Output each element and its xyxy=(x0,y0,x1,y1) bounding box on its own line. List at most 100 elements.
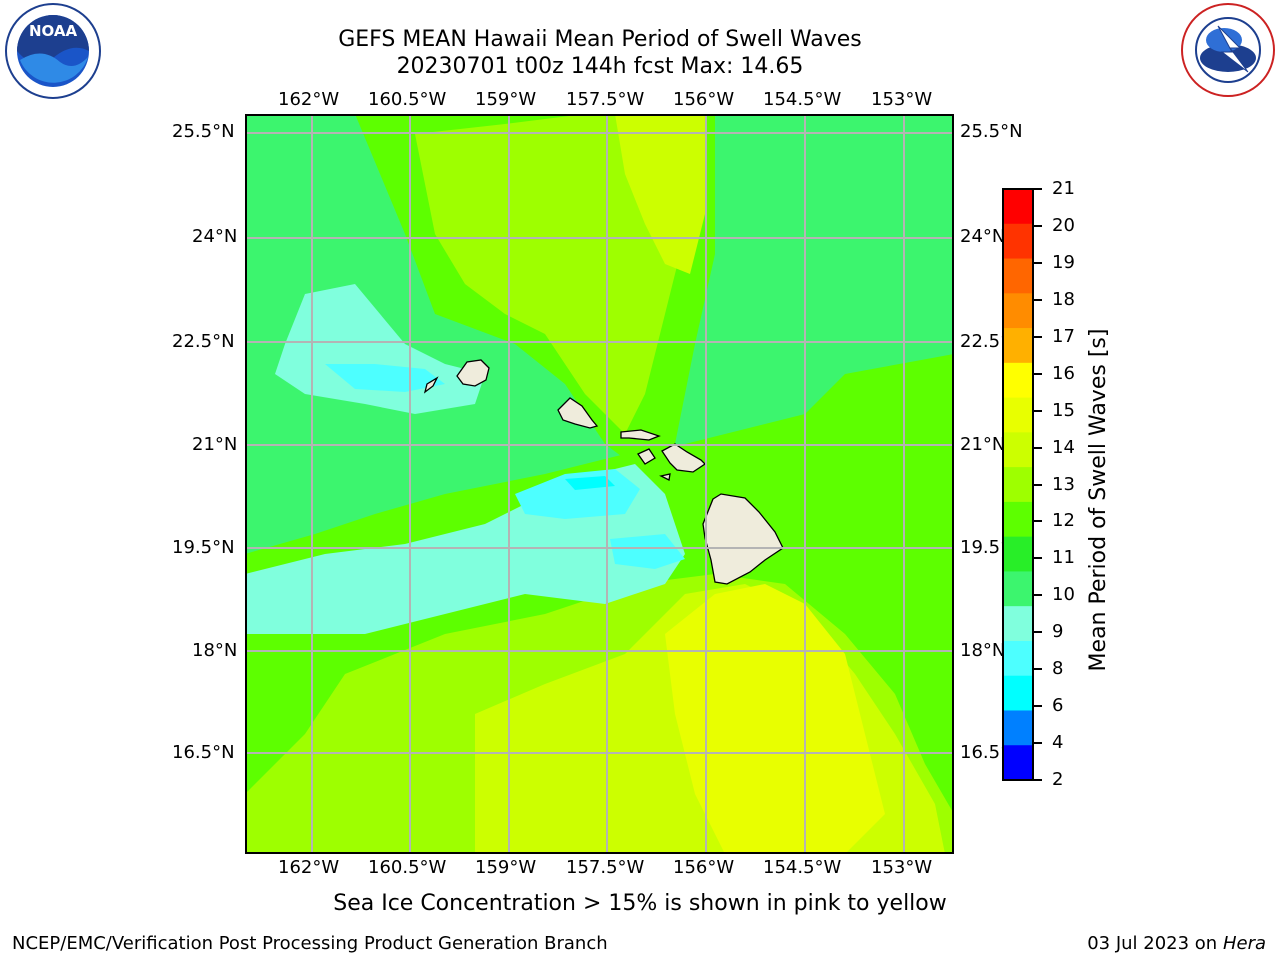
colorbar-tick-mark xyxy=(1034,779,1042,781)
lat-label-left: 24°N xyxy=(192,226,238,247)
lat-label-left: 21°N xyxy=(192,434,238,455)
colorbar-swatch xyxy=(1003,640,1033,677)
colorbar-tick-label: 21 xyxy=(1052,178,1075,199)
nws-logo xyxy=(1181,3,1275,97)
colorbar-tick-mark xyxy=(1034,742,1042,745)
colorbar-tick-label: 15 xyxy=(1052,399,1075,421)
map-frame xyxy=(245,114,954,854)
lon-label-top: 162°W xyxy=(278,89,340,110)
colorbar-tick-mark xyxy=(1034,594,1042,597)
footer-branch: NCEP/EMC/Verification Post Processing Pr… xyxy=(12,933,608,954)
lon-label-bottom: 156°W xyxy=(673,857,735,878)
colorbar-tick-mark xyxy=(1034,705,1042,708)
colorbar-swatch xyxy=(1003,432,1033,468)
footer-machine: Hera xyxy=(1222,933,1266,954)
chart-subtitle: 20230701 t00z 144h fcst Max: 14.65 xyxy=(396,54,804,79)
noaa-logo-text: NOAA xyxy=(29,22,78,40)
colorbar-tick-label: 20 xyxy=(1052,214,1075,236)
island-molokai xyxy=(620,429,661,441)
colorbar-swatch xyxy=(1003,745,1033,781)
sea-ice-note: Sea Ice Concentration > 15% is shown in … xyxy=(333,891,947,916)
colorbar-tick-label: 16 xyxy=(1052,362,1075,384)
field-13-14s-north xyxy=(615,114,705,274)
colorbar-tick-label: 13 xyxy=(1052,473,1075,495)
lon-label-bottom: 154.5°W xyxy=(763,857,842,878)
lat-label-right: 18°N xyxy=(960,640,1006,661)
colorbar-tick-label: 17 xyxy=(1052,325,1075,347)
colorbar-tick-label: 19 xyxy=(1052,251,1075,273)
lon-label-top: 157.5°W xyxy=(566,89,645,110)
colorbar-label-holder: Mean Period of Swell Waves [s] xyxy=(1084,329,1114,672)
colorbar-tick-mark xyxy=(1034,188,1042,190)
lon-label-top: 160.5°W xyxy=(368,89,447,110)
lat-label-right: 24°N xyxy=(960,226,1006,247)
colorbar-swatch xyxy=(1003,223,1033,260)
colorbar-swatch xyxy=(1003,536,1033,572)
island-niihau xyxy=(423,376,439,394)
field-12-13s-north xyxy=(415,114,685,434)
colorbar-tick-label: 18 xyxy=(1052,288,1075,310)
colorbar-tick-mark xyxy=(1034,557,1042,560)
footer-date: 03 Jul 2023 on Hera xyxy=(1087,933,1266,954)
colorbar-tick-mark xyxy=(1034,372,1042,375)
colorbar-tick-label: 8 xyxy=(1052,658,1064,680)
lat-label-left: 19.5°N xyxy=(172,537,235,558)
lat-label-left: 16.5°N xyxy=(172,742,235,763)
colorbar-frame xyxy=(1002,188,1034,781)
lat-label-left: 18°N xyxy=(192,640,238,661)
colorbar-tick-mark xyxy=(1034,224,1042,227)
colorbar-tick-mark xyxy=(1034,446,1042,449)
lon-label-bottom: 160.5°W xyxy=(368,857,447,878)
colorbar-tick-mark xyxy=(1034,298,1042,301)
colorbar-swatch xyxy=(1003,362,1033,399)
colorbar-tick-label: 11 xyxy=(1052,547,1075,569)
colorbar-swatch xyxy=(1003,397,1033,433)
lon-label-bottom: 159°W xyxy=(475,857,537,878)
swell-period-map xyxy=(245,114,954,854)
colorbar-swatch xyxy=(1003,467,1033,503)
field-6-8s xyxy=(565,476,615,490)
colorbar-tick-label: 9 xyxy=(1052,621,1064,643)
colorbar-label: Mean Period of Swell Waves [s] xyxy=(1086,328,1111,672)
island-kahoolawe xyxy=(659,473,671,481)
colorbar-tick-mark xyxy=(1034,409,1042,412)
colorbar-tick-mark xyxy=(1034,668,1042,671)
colorbar-tick-label: 4 xyxy=(1052,732,1064,754)
lon-label-bottom: 157.5°W xyxy=(566,857,645,878)
colorbar-swatch xyxy=(1003,258,1033,294)
colorbar-swatch xyxy=(1003,501,1033,538)
lon-label-bottom: 162°W xyxy=(278,857,340,878)
lon-label-top: 153°W xyxy=(871,89,933,110)
lat-label-left: 25.5°N xyxy=(172,121,235,142)
island-lanai xyxy=(637,448,656,465)
field-8-9s-south xyxy=(610,534,685,569)
footer-date-text: 03 Jul 2023 on xyxy=(1087,933,1223,954)
colorbar-tick-mark xyxy=(1034,483,1042,486)
lon-label-top: 159°W xyxy=(475,89,537,110)
chart-title: GEFS MEAN Hawaii Mean Period of Swell Wa… xyxy=(338,27,862,52)
colorbar-tick-label: 12 xyxy=(1052,510,1075,532)
lat-label-left: 22.5°N xyxy=(172,331,235,352)
island-kauai xyxy=(456,359,490,387)
colorbar-swatch xyxy=(1003,710,1033,746)
colorbar-swatch xyxy=(1003,606,1033,642)
colorbar-tick-mark xyxy=(1034,335,1042,338)
graticule xyxy=(245,114,954,854)
colorbar-tick-label: 10 xyxy=(1052,584,1075,606)
colorbar-tick-label: 6 xyxy=(1052,695,1064,717)
colorbar-tick-mark xyxy=(1034,631,1042,634)
colorbar-swatch xyxy=(1003,189,1033,225)
colorbar-swatch xyxy=(1003,571,1033,607)
colorbar-swatch xyxy=(1003,675,1033,711)
colorbar-tick-label: 14 xyxy=(1052,436,1075,458)
colorbar-tick-mark xyxy=(1034,520,1042,523)
island-group xyxy=(423,359,784,585)
field-8-9s-west xyxy=(325,364,445,392)
lon-label-top: 154.5°W xyxy=(763,89,842,110)
noaa-logo: NOAA xyxy=(5,3,101,99)
colorbar xyxy=(1002,188,1034,781)
colorbar-tick-label: 2 xyxy=(1052,769,1064,790)
island-oahu xyxy=(557,397,599,429)
colorbar-tick-mark xyxy=(1034,261,1042,264)
colorbar-swatch xyxy=(1003,293,1033,329)
